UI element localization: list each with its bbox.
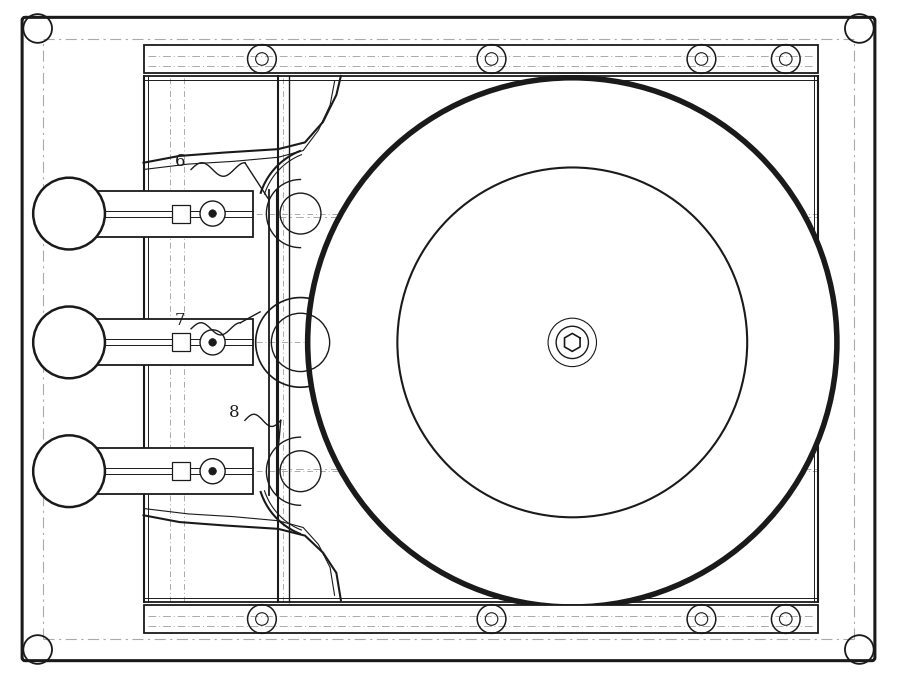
Bar xyxy=(54,490,79,494)
Circle shape xyxy=(200,330,225,355)
Bar xyxy=(83,448,253,494)
FancyBboxPatch shape xyxy=(22,18,875,660)
Bar xyxy=(54,361,79,365)
Circle shape xyxy=(209,338,216,346)
Bar xyxy=(54,232,79,235)
Bar xyxy=(54,191,79,195)
Circle shape xyxy=(200,458,225,484)
Bar xyxy=(54,321,79,365)
Bar xyxy=(83,191,253,237)
Circle shape xyxy=(33,306,105,378)
Bar xyxy=(83,319,253,365)
Circle shape xyxy=(33,178,105,250)
Circle shape xyxy=(556,326,588,359)
Bar xyxy=(54,450,79,494)
Bar xyxy=(54,450,79,453)
Circle shape xyxy=(209,210,216,218)
Bar xyxy=(172,334,190,351)
Circle shape xyxy=(200,201,225,226)
Circle shape xyxy=(209,467,216,475)
Circle shape xyxy=(308,78,837,607)
Bar xyxy=(172,462,190,480)
Bar xyxy=(144,45,818,73)
Bar xyxy=(144,605,818,633)
Bar xyxy=(54,320,79,324)
Text: 6: 6 xyxy=(175,153,186,170)
Bar xyxy=(172,205,190,222)
Text: 7: 7 xyxy=(175,313,186,330)
Bar xyxy=(54,191,79,235)
Circle shape xyxy=(33,435,105,507)
Text: 8: 8 xyxy=(229,404,239,421)
